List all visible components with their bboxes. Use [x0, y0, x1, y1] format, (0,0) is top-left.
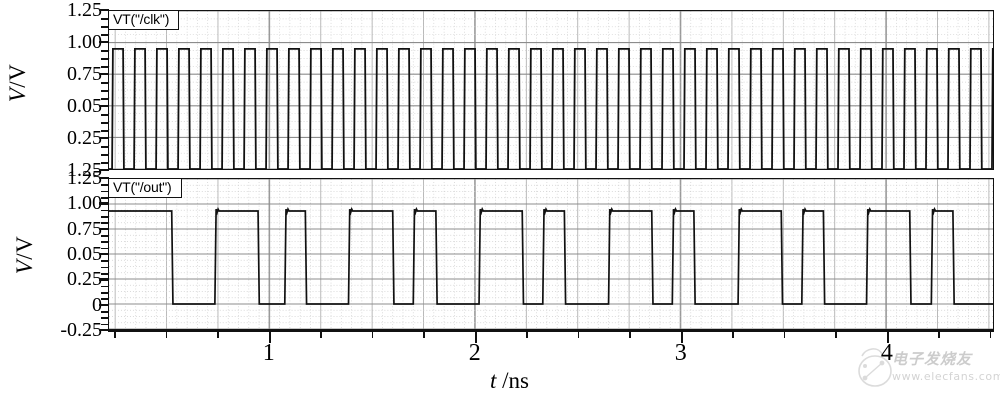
y-tick-mark	[99, 253, 109, 256]
y-tick-label: 0.05	[67, 243, 102, 265]
y-minor-tick-mark	[101, 197, 108, 199]
y-minor-tick-mark	[101, 190, 108, 193]
y-tick-label: 0.25	[67, 127, 102, 149]
y-minor-tick-mark	[101, 216, 108, 218]
y-minor-tick-mark	[101, 90, 108, 92]
x-minor-tick-mark	[371, 330, 374, 338]
x-minor-tick-mark	[423, 330, 425, 338]
x-tick-mark	[474, 330, 477, 343]
y-tick-mark	[99, 227, 109, 230]
watermark-url: www.elecfans.com	[892, 370, 1000, 383]
y-minor-tick-mark	[101, 130, 108, 132]
y-minor-tick-mark	[101, 247, 108, 250]
x-axis-line	[108, 330, 994, 332]
x-minor-tick-mark	[165, 330, 168, 338]
y-minor-tick-mark	[101, 311, 108, 313]
y-tick-mark	[99, 41, 109, 44]
y-minor-tick-mark	[101, 50, 108, 52]
y-minor-tick-mark	[101, 122, 108, 124]
x-tick-label: 2	[468, 340, 481, 366]
y-tick-label: 1.00	[67, 31, 102, 53]
elecfans-logo-icon	[858, 348, 892, 387]
y-tick-label: 0.75	[67, 63, 102, 85]
x-axis-title: t /ns	[490, 368, 529, 393]
y-tick-mark	[99, 73, 109, 76]
plot-panel-clk: VT("/clk")	[108, 10, 994, 170]
legend-label-out[interactable]: VT("/out")	[109, 179, 182, 198]
y-minor-tick-mark	[101, 292, 108, 294]
y-tick-mark	[99, 202, 109, 205]
y-tick-mark	[99, 105, 109, 108]
x-minor-tick-mark	[989, 330, 992, 338]
x-minor-tick-mark	[835, 330, 837, 338]
y-minor-tick-mark	[101, 18, 108, 20]
plot-panel-out: VT("/out")	[108, 178, 994, 330]
x-tick-label: 4	[880, 340, 893, 366]
y-tick-label: 0.75	[67, 217, 102, 240]
grid-clk	[109, 11, 993, 169]
y-tick-label: 0	[92, 293, 102, 316]
legend-container-out: VT("/out")	[109, 179, 182, 198]
y-minor-tick-mark	[101, 241, 108, 244]
grid-out	[109, 179, 993, 329]
x-minor-tick-mark	[320, 330, 322, 338]
x-tick-label: 3	[674, 340, 687, 366]
y-axis-title-clk: V/V	[5, 63, 30, 103]
x-tick-mark	[680, 330, 683, 343]
y-minor-tick-mark	[101, 146, 108, 148]
y-minor-tick-mark	[101, 260, 108, 263]
y-tick-label: 1.00	[67, 192, 102, 215]
y-minor-tick-mark	[101, 222, 108, 225]
y-tick-mark	[99, 137, 109, 140]
y-minor-tick-mark	[101, 209, 108, 212]
y-minor-tick-mark	[101, 58, 108, 60]
x-tick-label: 1	[262, 340, 275, 366]
y-minor-tick-mark	[101, 266, 108, 269]
watermark-text: 电子发烧友	[892, 350, 973, 368]
x-minor-tick-mark	[114, 330, 116, 338]
x-minor-tick-mark	[732, 330, 734, 338]
x-minor-tick-mark	[577, 330, 580, 338]
legend-container-clk: VT("/clk")	[109, 11, 180, 30]
x-minor-tick-mark	[783, 330, 786, 338]
y-tick-label: 1.25	[67, 159, 102, 181]
legend-label-clk[interactable]: VT("/clk")	[109, 11, 180, 30]
x-tick-mark	[268, 330, 271, 343]
y-minor-tick-mark	[101, 34, 108, 36]
y-minor-tick-mark	[101, 317, 108, 320]
x-minor-tick-mark	[938, 330, 940, 338]
watermark: 电子发烧友 www.elecfans.com	[856, 344, 1000, 402]
y-tick-label: -0.25	[60, 319, 102, 341]
y-tick-mark	[99, 169, 109, 172]
y-minor-tick-mark	[101, 26, 108, 28]
y-minor-tick-mark	[101, 323, 108, 326]
y-minor-tick-mark	[101, 298, 108, 301]
y-minor-tick-mark	[101, 273, 108, 275]
y-tick-mark	[99, 329, 109, 332]
y-tick-label: 0.05	[67, 95, 102, 117]
y-tick-mark	[99, 9, 109, 12]
y-minor-tick-mark	[101, 114, 108, 116]
x-minor-tick-mark	[217, 330, 219, 338]
y-minor-tick-mark	[101, 235, 108, 237]
y-minor-tick-mark	[101, 162, 108, 164]
y-tick-mark	[99, 303, 109, 306]
y-minor-tick-mark	[101, 184, 108, 187]
y-tick-mark	[99, 177, 109, 180]
y-tick-mark	[99, 278, 109, 281]
y-minor-tick-mark	[101, 285, 108, 288]
y-minor-tick-mark	[101, 66, 108, 68]
x-minor-tick-mark	[526, 330, 528, 338]
y-minor-tick-mark	[101, 98, 108, 100]
y-tick-label: 1.25	[67, 0, 102, 21]
y-minor-tick-mark	[101, 154, 108, 156]
y-tick-label: 0.25	[67, 268, 102, 291]
y-axis-title-out: V/V	[12, 235, 37, 275]
y-tick-label: 1.25	[67, 167, 102, 189]
x-minor-tick-mark	[629, 330, 631, 338]
x-tick-mark	[886, 330, 890, 343]
y-minor-tick-mark	[101, 82, 108, 84]
